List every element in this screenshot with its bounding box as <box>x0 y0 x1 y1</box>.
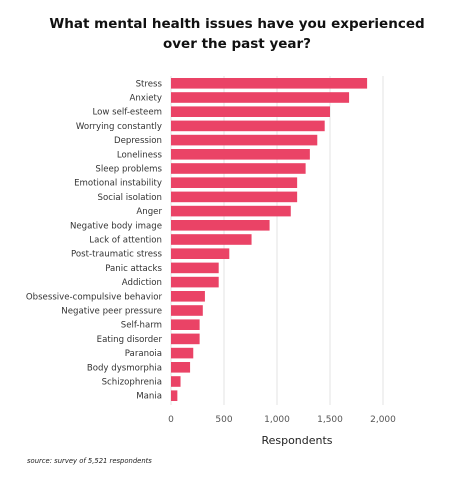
x-tick-label-2000: 2,000 <box>370 415 396 425</box>
bar-mania <box>171 390 178 401</box>
bar-emotional-instability <box>171 177 298 188</box>
category-label-body-dysmorphia: Body dysmorphia <box>87 363 162 373</box>
bar-panic-attacks <box>171 262 219 274</box>
category-label-mania: Mania <box>136 392 162 402</box>
bar-obsessive-compulsive-behavior <box>171 291 205 302</box>
category-label-schizophrenia: Schizophrenia <box>102 378 162 388</box>
category-label-obsessive-compulsive-behavior: Obsessive-compulsive behavior <box>26 292 163 302</box>
bar-body-dysmorphia <box>171 362 191 373</box>
category-label-worrying-constantly: Worrying constantly <box>76 122 162 132</box>
category-label-depression: Depression <box>114 136 162 146</box>
bar-lack-of-attention <box>171 234 252 245</box>
category-label-negative-body-image: Negative body image <box>70 221 162 231</box>
bar-negative-body-image <box>171 220 270 231</box>
bars <box>171 78 368 401</box>
bar-schizophrenia <box>171 376 181 387</box>
category-label-stress: Stress <box>136 79 163 89</box>
bar-sleep-problems <box>171 163 306 174</box>
category-label-social-isolation: Social isolation <box>98 193 162 203</box>
bar-self-harm <box>171 319 200 330</box>
bar-post-traumatic-stress <box>171 248 230 259</box>
category-label-loneliness: Loneliness <box>117 150 163 160</box>
category-labels: Stress Anxiety Low self-esteem Worrying con… <box>26 79 163 401</box>
bar-eating-disorder <box>171 333 200 345</box>
bar-low-self-esteem <box>171 106 330 117</box>
category-label-low-self-esteem: Low self-esteem <box>92 108 162 118</box>
chart-title-line-1: What mental health issues have you exper… <box>49 16 424 32</box>
bar-loneliness <box>171 149 310 160</box>
x-tick-labels: 0 500 1,000 1,500 2,000 <box>168 415 396 425</box>
bar-stress <box>171 78 368 89</box>
source-note: source: survey of 5,521 respondents <box>27 457 152 465</box>
x-tick-label-0: 0 <box>168 415 174 425</box>
category-label-paranoia: Paranoia <box>125 349 162 359</box>
bar-paranoia <box>171 347 194 359</box>
bar-anger <box>171 205 291 217</box>
category-label-anxiety: Anxiety <box>129 94 162 104</box>
x-tick-label-1000: 1,000 <box>264 415 290 425</box>
category-label-self-harm: Self-harm <box>121 321 162 331</box>
bar-depression <box>171 134 318 146</box>
category-label-anger: Anger <box>136 207 162 217</box>
category-label-panic-attacks: Panic attacks <box>105 264 162 274</box>
x-tick-label-500: 500 <box>215 415 232 425</box>
bar-addiction <box>171 276 219 288</box>
category-label-lack-of-attention: Lack of attention <box>89 236 162 246</box>
category-label-emotional-instability: Emotional instability <box>74 179 162 189</box>
chart-title-line-2: over the past year? <box>163 36 311 52</box>
bar-anxiety <box>171 92 350 103</box>
bar-negative-peer-pressure <box>171 305 203 316</box>
category-label-negative-peer-pressure: Negative peer pressure <box>61 307 162 317</box>
category-label-sleep-problems: Sleep problems <box>95 165 162 175</box>
category-label-eating-disorder: Eating disorder <box>97 335 163 345</box>
bar-social-isolation <box>171 191 298 203</box>
category-label-addiction: Addiction <box>122 278 162 288</box>
bar-worrying-constantly <box>171 120 325 132</box>
x-tick-label-1500: 1,500 <box>317 415 343 425</box>
category-label-post-traumatic-stress: Post-traumatic stress <box>71 250 163 260</box>
x-axis-label: Respondents <box>261 434 332 447</box>
